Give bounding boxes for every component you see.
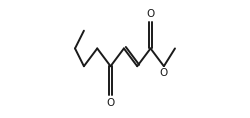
Text: O: O: [106, 98, 115, 108]
Text: O: O: [160, 68, 168, 78]
Text: O: O: [146, 9, 155, 19]
